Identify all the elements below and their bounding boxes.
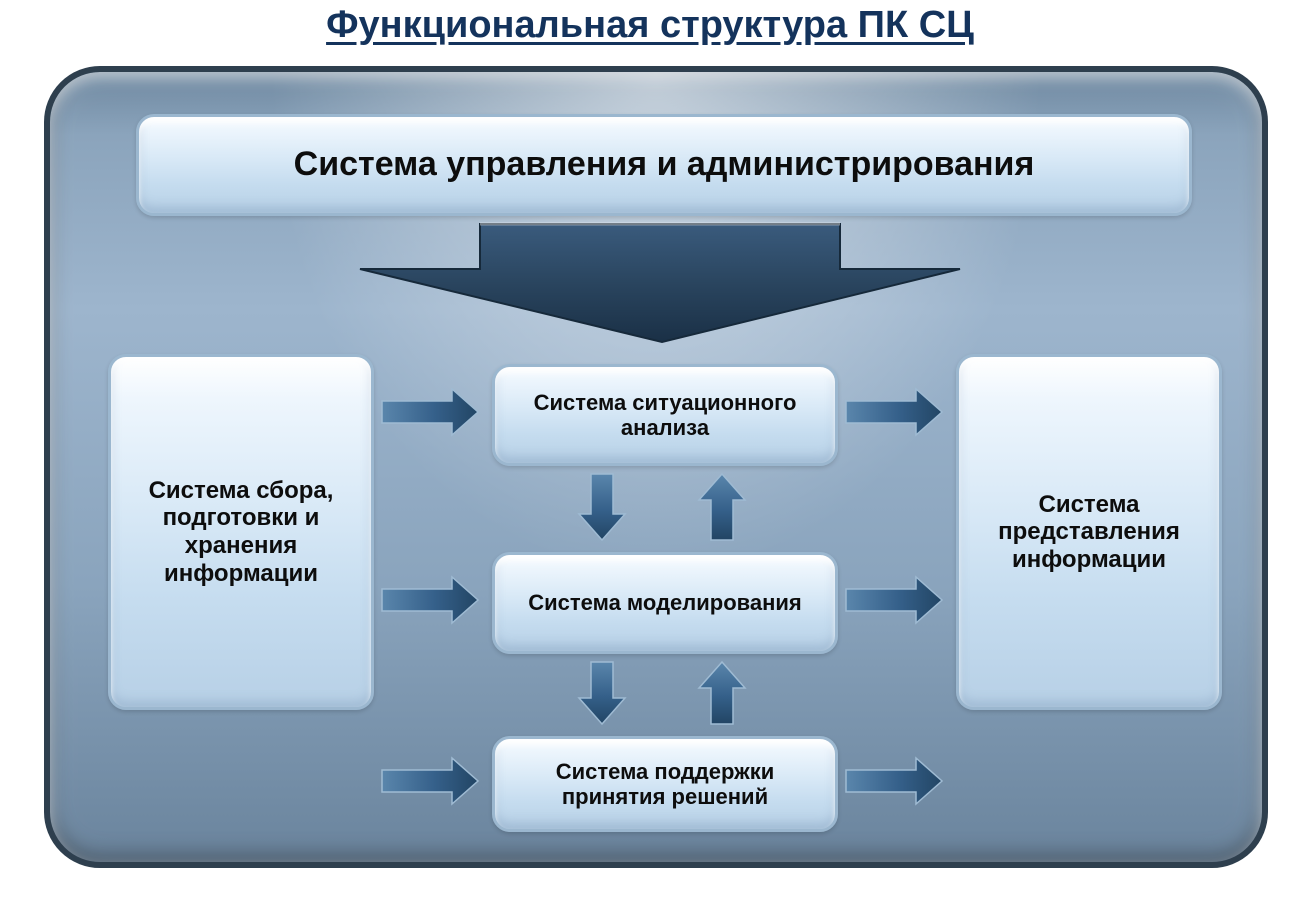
arrow-up-icon	[699, 662, 745, 724]
arrow-right-icon	[382, 577, 478, 623]
arrow-right-icon	[846, 389, 942, 435]
center-box-modeling: Система моделирования	[492, 552, 838, 654]
arrow-right-icon	[846, 577, 942, 623]
arrow-right-icon	[846, 758, 942, 804]
header-box: Система управления и администрирования	[136, 114, 1192, 216]
arrow-right-icon	[382, 389, 478, 435]
right-box: Система представления информации	[956, 354, 1222, 710]
left-box: Система сбора, подготовки и хранения инф…	[108, 354, 374, 710]
diagram-panel: Система управления и администрирования С…	[44, 66, 1268, 868]
arrow-up-icon	[699, 474, 745, 540]
center-box-analysis-label: Система ситуационного анализа	[495, 384, 835, 447]
header-box-label: Система управления и администрирования	[280, 139, 1049, 190]
right-box-label: Система представления информации	[959, 485, 1219, 580]
center-box-decision: Система поддержки принятия решений	[492, 736, 838, 832]
center-box-analysis: Система ситуационного анализа	[492, 364, 838, 466]
big-down-arrow-icon	[360, 224, 960, 342]
center-box-decision-label: Система поддержки принятия решений	[495, 753, 835, 816]
page-title: Функциональная структура ПК СЦ	[0, 4, 1300, 47]
center-box-modeling-label: Система моделирования	[514, 584, 816, 621]
arrow-down-icon	[579, 662, 625, 724]
arrow-right-icon	[382, 758, 478, 804]
left-box-label: Система сбора, подготовки и хранения инф…	[111, 471, 371, 593]
arrow-down-icon	[579, 474, 625, 540]
